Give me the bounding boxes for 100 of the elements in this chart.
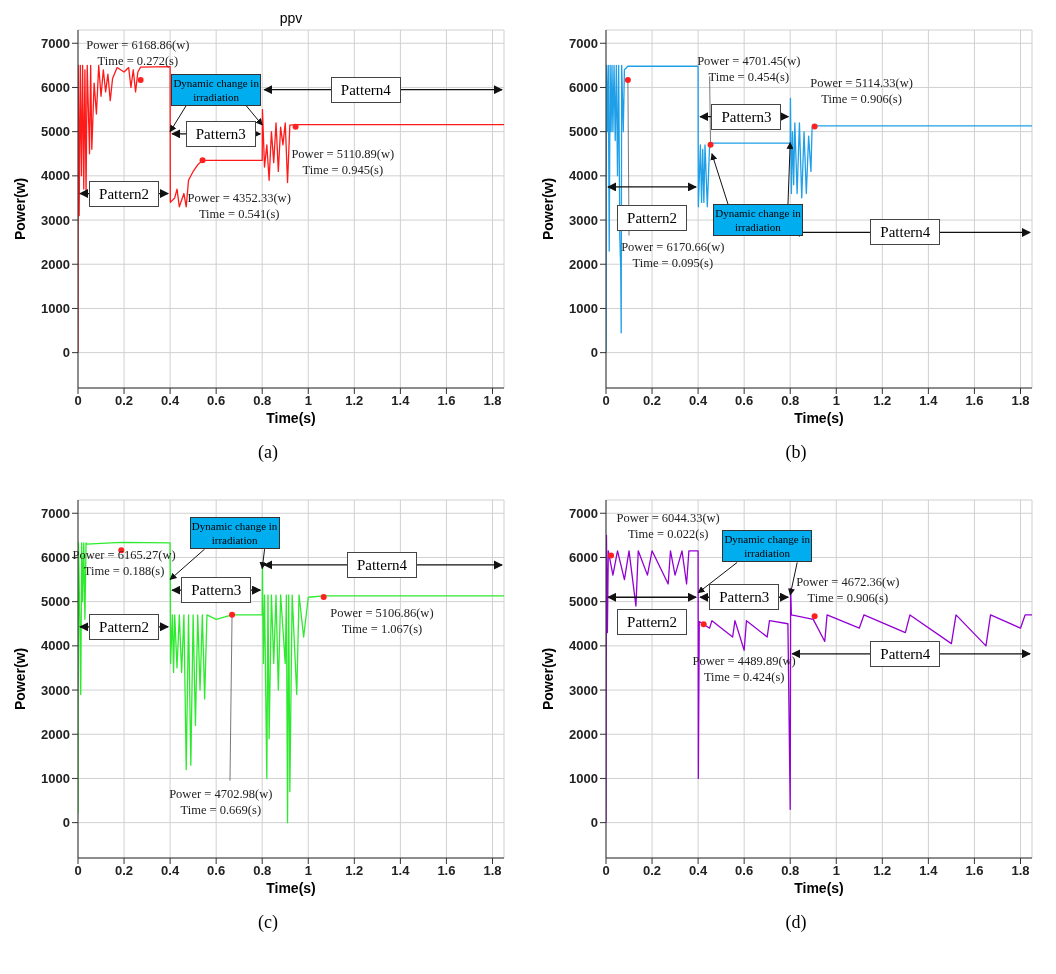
- y-tick-label: 0: [62, 345, 70, 361]
- text: (c): [257, 912, 279, 933]
- x-tick-label: 0: [602, 863, 610, 879]
- x-tick-label: 0.8: [253, 393, 272, 409]
- y-tick-label: 6000: [569, 80, 598, 96]
- y-tick-label: 0: [590, 345, 598, 361]
- y-tick-label: 7000: [41, 35, 70, 51]
- y-tick-label: 3000: [569, 682, 598, 698]
- y-tick-label: 2000: [41, 256, 70, 272]
- y-tick-label: 7000: [569, 35, 598, 51]
- annotation: Pattern4: [330, 76, 401, 103]
- y-tick-label: 0: [590, 815, 598, 831]
- x-tick-label: 0.8: [781, 393, 800, 409]
- y-tick-label: 2000: [41, 726, 70, 742]
- annotation: Pattern3: [711, 103, 782, 130]
- annotation: Pattern2: [617, 608, 688, 635]
- text: (d): [784, 912, 808, 933]
- y-axis-title: Power(w): [12, 647, 28, 711]
- x-tick-label: 0: [602, 393, 610, 409]
- y-tick-label: 5000: [569, 124, 598, 140]
- x-axis-title: Time(s): [793, 410, 845, 426]
- x-tick-label: 0.6: [207, 393, 226, 409]
- x-tick-label: 1.8: [483, 393, 502, 409]
- y-tick-label: 4000: [41, 168, 70, 184]
- y-tick-label: 4000: [569, 168, 598, 184]
- x-tick-label: 1.2: [873, 393, 892, 409]
- x-tick-label: 1.4: [919, 393, 939, 409]
- annotation: Pattern2: [89, 180, 160, 207]
- y-tick-label: 3000: [569, 212, 598, 228]
- annotation: Pattern3: [709, 584, 780, 611]
- y-axis-title: Power(w): [540, 177, 556, 241]
- x-tick-label: 1.2: [345, 863, 364, 879]
- x-tick-label: 0.2: [643, 863, 662, 879]
- x-tick-label: 0: [74, 863, 82, 879]
- annotation: Pattern4: [870, 640, 941, 667]
- x-tick-label: 0.8: [781, 863, 800, 879]
- y-tick-label: 5000: [41, 124, 70, 140]
- annotation: Power = 4352.33(w) Time = 0.541(s): [186, 189, 292, 222]
- x-tick-label: 1.2: [345, 393, 364, 409]
- x-axis-title: Time(s): [793, 880, 845, 896]
- y-tick-label: 1000: [569, 771, 598, 787]
- x-tick-label: 0.2: [115, 863, 134, 879]
- x-tick-label: 0.2: [115, 393, 134, 409]
- x-tick-label: 0.6: [735, 393, 754, 409]
- x-tick-label: 1.4: [391, 393, 411, 409]
- x-tick-label: 0.6: [735, 863, 754, 879]
- annotation: Dynamic change in irradiation: [712, 204, 803, 237]
- annotation: Pattern3: [185, 120, 256, 147]
- x-tick-label: 0.2: [643, 393, 662, 409]
- x-tick-label: 1.6: [965, 863, 984, 879]
- annotation: Dynamic change in irradiation: [171, 73, 262, 106]
- annotation: Pattern2: [617, 204, 688, 231]
- x-axis-title: Time(s): [265, 880, 317, 896]
- x-tick-label: 1.6: [965, 393, 984, 409]
- y-tick-label: 0: [62, 815, 70, 831]
- x-tick-label: 1.4: [391, 863, 411, 879]
- annotation: Power = 6170.66(w) Time = 0.095(s): [620, 238, 726, 271]
- x-tick-label: 1.8: [1011, 393, 1030, 409]
- x-tick-label: 0.8: [253, 863, 272, 879]
- annotation: Power = 6168.86(w) Time = 0.272(s): [85, 37, 191, 70]
- annotation: Power = 5110.89(w) Time = 0.945(s): [290, 145, 396, 178]
- x-tick-label: 0.4: [161, 393, 180, 409]
- y-tick-label: 7000: [41, 505, 70, 521]
- y-tick-label: 6000: [569, 550, 598, 566]
- x-tick-label: 0.4: [161, 863, 180, 879]
- x-tick-label: 1.6: [437, 863, 456, 879]
- y-axis-title: Power(w): [540, 647, 556, 711]
- annotation: Pattern2: [89, 613, 160, 640]
- annotation: Power = 4702.98(w) Time = 0.669(s): [168, 785, 274, 818]
- x-tick-label: 0: [74, 393, 82, 409]
- text: (b): [784, 442, 808, 463]
- y-axis-title: Power(w): [12, 177, 28, 241]
- y-tick-label: 2000: [569, 726, 598, 742]
- x-tick-label: 0.4: [689, 863, 708, 879]
- annotation: Pattern4: [346, 551, 417, 578]
- x-tick-label: 1.8: [483, 863, 502, 879]
- x-tick-label: 0.4: [689, 393, 708, 409]
- y-tick-label: 7000: [569, 505, 598, 521]
- x-tick-label: 1.6: [437, 393, 456, 409]
- y-tick-label: 3000: [41, 212, 70, 228]
- annotation: Pattern4: [870, 219, 941, 246]
- y-tick-label: 6000: [41, 550, 70, 566]
- y-tick-label: 4000: [569, 638, 598, 654]
- y-tick-label: 5000: [569, 594, 598, 610]
- y-tick-label: 1000: [41, 301, 70, 317]
- y-tick-label: 1000: [41, 771, 70, 787]
- annotation: Power = 4672.36(w) Time = 0.906(s): [795, 573, 901, 606]
- y-tick-label: 6000: [41, 80, 70, 96]
- y-tick-label: 3000: [41, 682, 70, 698]
- chart-title: ppv: [278, 10, 304, 26]
- x-tick-label: 1.4: [919, 863, 939, 879]
- annotation: Dynamic change in irradiation: [189, 517, 280, 550]
- x-tick-label: 1.8: [1011, 863, 1030, 879]
- annotation: Pattern3: [181, 577, 252, 604]
- x-tick-label: 1.2: [873, 863, 892, 879]
- y-tick-label: 5000: [41, 594, 70, 610]
- y-tick-label: 1000: [569, 301, 598, 317]
- annotation: Dynamic change in irradiation: [722, 530, 813, 563]
- annotation: Power = 4701.45(w) Time = 0.454(s): [696, 52, 802, 85]
- text: (a): [257, 442, 279, 463]
